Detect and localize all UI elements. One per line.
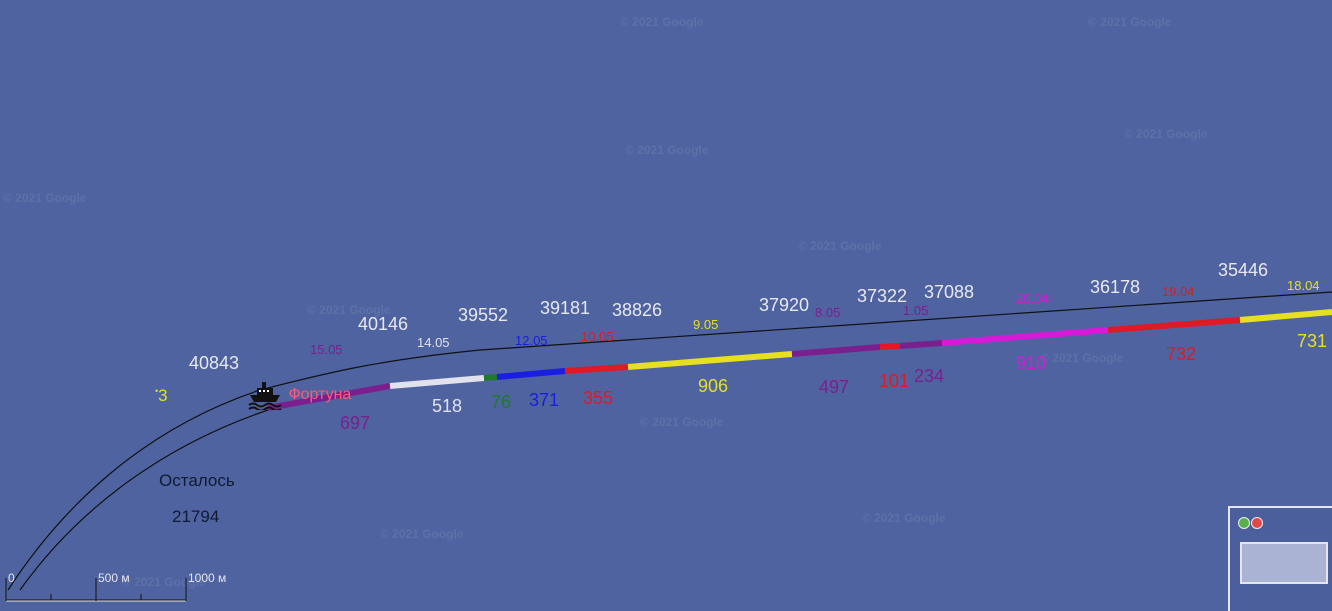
overview-map[interactable] (1228, 506, 1332, 611)
segment-length: 101 (879, 371, 910, 391)
map-watermark: © 2021 Google (1088, 15, 1172, 29)
map-watermark: © 2021 Google (862, 511, 946, 525)
segment-length: 234 (914, 366, 945, 386)
segment-length: 910 (1016, 353, 1047, 373)
track-segment (389, 375, 485, 389)
distance-mark: 39181 (540, 298, 591, 318)
distance-mark: 37322 (857, 286, 908, 306)
scale-label: 0 (8, 571, 15, 585)
scale-bar: 0 500 м 1000 м (0, 566, 226, 606)
distance-mark: 40843 (189, 353, 240, 373)
scale-label: 500 м (98, 571, 130, 585)
track-segment (899, 340, 943, 349)
distance-mark: 35446 (1218, 260, 1269, 280)
scale-bar-ruler (5, 578, 187, 602)
segment-length: 76 (491, 392, 512, 412)
date-mark: 14.05 (417, 335, 450, 350)
vessel-name: Фортуна (288, 386, 352, 403)
map-watermark: © 2021 Google (625, 143, 709, 157)
track-segment (1107, 317, 1241, 333)
map-watermark: © 2021 Google (798, 239, 882, 253)
date-mark: 20.04 (1016, 291, 1049, 306)
date-mark: 18.04 (1287, 278, 1320, 293)
date-mark: 12.05 (515, 333, 548, 348)
route-line-lower (19, 409, 269, 591)
route-line-upper (7, 291, 1332, 591)
segment-length: 731 (1297, 331, 1328, 351)
track-segment (941, 327, 1109, 346)
ship-icon (248, 382, 282, 412)
segment-length: 355 (583, 388, 614, 408)
map-watermark: © 2021 Google (1124, 127, 1208, 141)
track-segment (267, 383, 391, 411)
map-watermark: © 2021 Google (380, 527, 464, 541)
distance-mark: 40146 (358, 314, 409, 334)
segment-length: 732 (1166, 344, 1197, 364)
segment-length: 518 (432, 396, 463, 416)
track-segment (879, 343, 901, 350)
scale-label: 1000 м (188, 571, 227, 585)
map-watermark: © 2021 Google (122, 575, 206, 589)
remaining-label: Осталось (159, 471, 235, 490)
map-watermark: © 2021 Google (620, 15, 704, 29)
track-segment (496, 368, 566, 380)
segment-length: 697 (340, 413, 371, 433)
track-segment (1239, 309, 1332, 323)
date-mark: 8.05 (815, 305, 841, 320)
track-segment (627, 351, 793, 370)
map-watermark: © 2021 Google (307, 303, 391, 317)
distance-mark: 36178 (1090, 277, 1141, 297)
track-segment (483, 374, 498, 381)
remaining-value: 21794 (172, 507, 220, 526)
segment-length: 906 (698, 376, 729, 396)
map-watermark: © 2021 Google (640, 415, 724, 429)
zoom-in-icon[interactable] (1238, 517, 1250, 529)
distance-mark: 39552 (458, 305, 509, 325)
date-mark: 10.05 (581, 329, 614, 344)
date-mark: 1.05 (903, 303, 929, 318)
date-mark: 15.05 (310, 342, 343, 357)
map-watermark: © 2021 Google (1040, 351, 1124, 365)
distance-mark: 37088 (924, 282, 975, 302)
distance-mark: 37920 (759, 295, 810, 315)
side-marker: •3 (155, 386, 168, 405)
date-mark: 19.04 (1162, 284, 1195, 299)
map-watermark: © 2021 Google (3, 191, 87, 205)
distance-mark: 38826 (612, 300, 663, 320)
zoom-out-icon[interactable] (1251, 517, 1263, 529)
overview-viewport[interactable] (1240, 542, 1328, 584)
segment-length: 497 (819, 377, 850, 397)
segment-length: 371 (529, 390, 560, 410)
track-segment (564, 364, 629, 374)
vessel-marker[interactable]: Фортуна (248, 380, 352, 412)
track-segment (791, 344, 881, 357)
date-mark: 9.05 (693, 317, 719, 332)
